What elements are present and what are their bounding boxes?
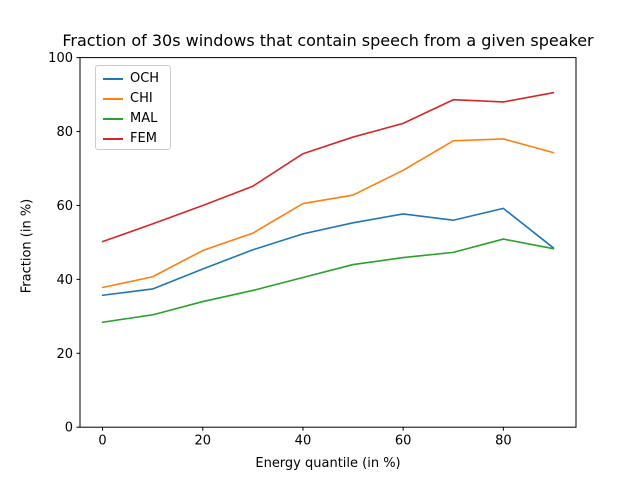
y-tick-label: 0 <box>65 421 73 436</box>
series-line-och <box>101 207 555 297</box>
plot-border <box>79 57 577 428</box>
legend-item-fem: FEM <box>96 129 170 149</box>
x-tick-label: 80 <box>495 434 512 449</box>
legend-label-chi: CHI <box>130 91 153 106</box>
y-tick-label: 40 <box>56 273 73 288</box>
y-tick-label: 60 <box>56 199 73 214</box>
series-line-chi <box>101 138 555 289</box>
legend: OCH CHI MAL FEM <box>95 65 171 150</box>
x-tick-label: 40 <box>295 434 312 449</box>
y-tick-label: 20 <box>56 347 73 362</box>
fem-line-swatch <box>103 138 123 140</box>
x-tick-label: 0 <box>98 434 106 449</box>
series-line-mal <box>101 238 555 324</box>
legend-item-mal: MAL <box>96 109 170 129</box>
x-tick-label: 20 <box>194 434 211 449</box>
x-axis-label: Energy quantile (in %) <box>255 456 401 471</box>
y-tick-label: 100 <box>48 51 73 66</box>
legend-item-chi: CHI <box>96 89 170 109</box>
series-line-fem <box>101 91 555 243</box>
chi-line-swatch <box>103 98 123 100</box>
legend-label-mal: MAL <box>130 111 158 126</box>
x-tick-label: 60 <box>395 434 412 449</box>
och-line-swatch <box>103 78 123 80</box>
legend-label-och: OCH <box>130 71 160 86</box>
mal-line-swatch <box>103 118 123 120</box>
y-tick-label: 80 <box>56 125 73 140</box>
legend-item-och: OCH <box>96 69 170 89</box>
legend-label-fem: FEM <box>130 131 157 146</box>
chart-title: Fraction of 30s windows that contain spe… <box>62 31 594 50</box>
